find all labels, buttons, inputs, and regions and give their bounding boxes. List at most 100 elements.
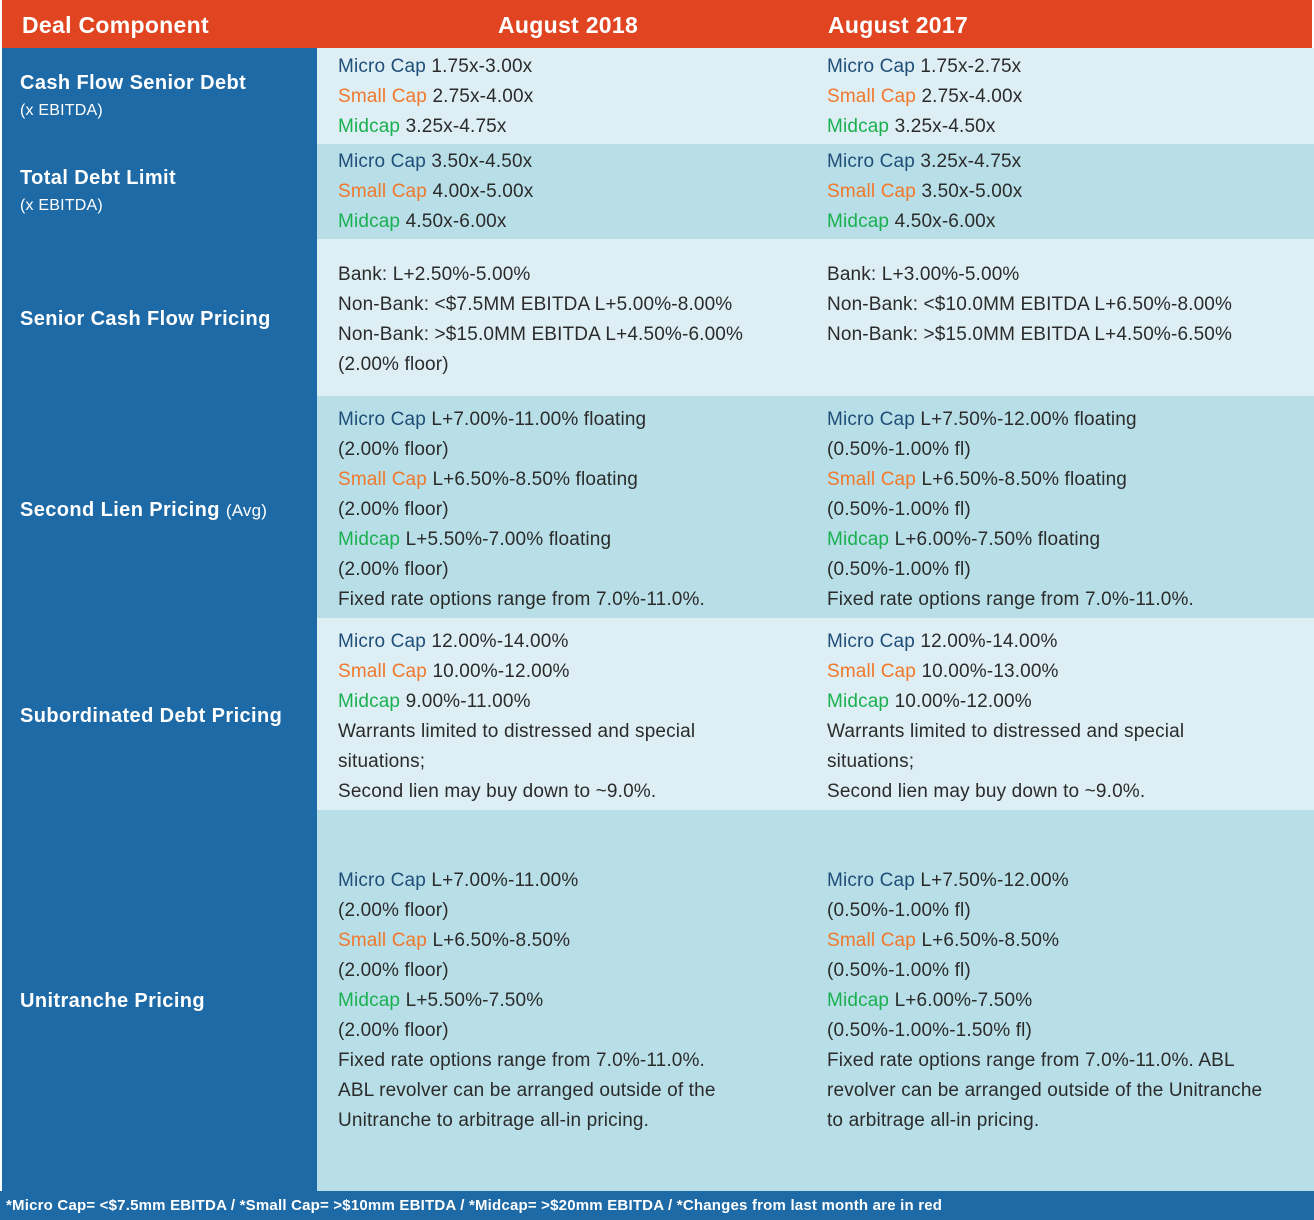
micro-cap-label: Micro Cap [827,151,915,172]
cell-total-debt-limit-2018: Micro Cap 3.50x-4.50x Small Cap 4.00x-5.… [338,147,533,237]
cell-senior-cash-flow-pricing-2017: Bank: L+3.00%-5.00% Non-Bank: <$10.0MM E… [827,260,1232,350]
fixed-rate-note: Fixed rate options range from 7.0%-11.0%… [827,1050,1235,1071]
warrants-note: Warrants limited to distressed and speci… [827,721,1185,742]
midcap-label: Midcap [338,990,401,1011]
abl-revolver-note: Unitranche to arbitrage all-in pricing. [338,1110,650,1131]
micro-cap-note: (2.00% floor) [338,439,449,460]
cell-cash-flow-senior-debt-2017: Micro Cap 1.75x-2.75x Small Cap 2.75x-4.… [827,52,1022,142]
micro-cap-label: Micro Cap [338,409,426,430]
row-bg-unitranche-pricing [317,810,1314,1191]
pricing-line: Non-Bank: >$15.0MM EBITDA L+4.50%-6.00% [338,324,744,345]
row-label-unitranche-pricing: Unitranche Pricing [20,987,310,1015]
row-title: Total Debt Limit [20,167,177,189]
midcap-value: 3.25x-4.50x [894,116,996,137]
micro-cap-value: L+7.00%-11.00% floating [431,409,647,430]
micro-cap-label: Micro Cap [338,631,426,652]
midcap-value: L+6.00%-7.50% floating [894,529,1101,550]
pricing-line: Non-Bank: >$15.0MM EBITDA L+4.50%-6.50% [827,324,1233,345]
abl-revolver-note: revolver can be arranged outside of the … [827,1080,1263,1101]
table-header: Deal Component August 2018 August 2017 [2,0,1312,48]
small-cap-note: (2.00% floor) [338,499,449,520]
small-cap-label: Small Cap [827,469,916,490]
pricing-line: Non-Bank: <$10.0MM EBITDA L+6.50%-8.00% [827,294,1233,315]
midcap-label: Midcap [338,691,401,712]
micro-cap-value: 12.00%-14.00% [920,631,1058,652]
row-label-cash-flow-senior-debt: Cash Flow Senior Debt (x EBITDA) [20,69,310,125]
midcap-label: Midcap [338,116,401,137]
small-cap-value: 10.00%-13.00% [921,661,1059,682]
small-cap-value: 2.75x-4.00x [921,86,1023,107]
pricing-line: (2.00% floor) [338,354,449,375]
micro-cap-value: L+7.00%-11.00% [431,870,579,891]
midcap-value: 3.25x-4.75x [405,116,507,137]
row-bg-second-lien-pricing [317,396,1314,618]
deal-component-column [2,48,317,1191]
row-bg-total-debt-limit [317,144,1314,239]
row-title: Senior Cash Flow Pricing [20,308,271,330]
micro-cap-label: Micro Cap [338,870,426,891]
midcap-label: Midcap [827,529,890,550]
micro-cap-label: Micro Cap [338,151,426,172]
midcap-value: L+5.50%-7.50% [405,990,544,1011]
cell-total-debt-limit-2017: Micro Cap 3.25x-4.75x Small Cap 3.50x-5.… [827,147,1022,237]
small-cap-value: L+6.50%-8.50% floating [432,469,639,490]
small-cap-note: (0.50%-1.00% fl) [827,499,971,520]
small-cap-value: 10.00%-12.00% [432,661,570,682]
micro-cap-value: L+7.50%-12.00% floating [920,409,1137,430]
small-cap-value: L+6.50%-8.50% [921,930,1060,951]
micro-cap-note: (0.50%-1.00% fl) [827,439,971,460]
midcap-label: Midcap [338,211,401,232]
micro-cap-label: Micro Cap [827,56,915,77]
small-cap-note: (0.50%-1.00% fl) [827,960,971,981]
micro-cap-note: (2.00% floor) [338,900,449,921]
micro-cap-label: Micro Cap [338,56,426,77]
small-cap-note: (2.00% floor) [338,960,449,981]
cell-subordinated-debt-pricing-2018: Micro Cap 12.00%-14.00% Small Cap 10.00%… [338,627,695,807]
small-cap-label: Small Cap [338,661,427,682]
midcap-label: Midcap [827,990,890,1011]
row-bg-senior-cash-flow-pricing [317,239,1314,396]
pricing-line: Bank: L+3.00%-5.00% [827,264,1020,285]
row-title-suffix: (Avg) [225,501,268,520]
midcap-value: 10.00%-12.00% [894,691,1032,712]
midcap-note: (0.50%-1.00%-1.50% fl) [827,1020,1033,1041]
midcap-note: (2.00% floor) [338,559,449,580]
small-cap-label: Small Cap [338,469,427,490]
micro-cap-label: Micro Cap [827,870,915,891]
fixed-rate-note: Fixed rate options range from 7.0%-11.0%… [338,1050,705,1071]
small-cap-label: Small Cap [338,930,427,951]
midcap-note: (2.00% floor) [338,1020,449,1041]
midcap-label: Midcap [827,691,890,712]
second-lien-note: Second lien may buy down to ~9.0%. [338,781,657,802]
midcap-label: Midcap [338,529,401,550]
micro-cap-label: Micro Cap [827,631,915,652]
row-bg-subordinated-debt-pricing [317,618,1314,810]
abl-revolver-note: to arbitrage all-in pricing. [827,1110,1040,1131]
header-deal-component: Deal Component [22,12,209,38]
row-subtitle: (x EBITDA) [20,102,103,119]
midcap-value: 4.50x-6.00x [894,211,996,232]
row-title: Second Lien Pricing [20,499,220,521]
second-lien-note: Second lien may buy down to ~9.0%. [827,781,1146,802]
micro-cap-value: 3.50x-4.50x [431,151,533,172]
cell-unitranche-pricing-2017: Micro Cap L+7.50%-12.00% (0.50%-1.00% fl… [827,866,1262,1136]
cell-unitranche-pricing-2018: Micro Cap L+7.00%-11.00% (2.00% floor) S… [338,866,716,1136]
small-cap-value: L+6.50%-8.50% [432,930,571,951]
small-cap-value: 4.00x-5.00x [432,181,534,202]
warrants-note: situations; [338,751,426,772]
small-cap-label: Small Cap [827,86,916,107]
midcap-note: (0.50%-1.00% fl) [827,559,971,580]
cell-senior-cash-flow-pricing-2018: Bank: L+2.50%-5.00% Non-Bank: <$7.5MM EB… [338,260,743,380]
fixed-rate-note: Fixed rate options range from 7.0%-11.0%… [338,589,705,610]
row-label-subordinated-debt-pricing: Subordinated Debt Pricing [20,702,310,730]
warrants-note: Warrants limited to distressed and speci… [338,721,696,742]
row-subtitle: (x EBITDA) [20,197,103,214]
row-label-total-debt-limit: Total Debt Limit (x EBITDA) [20,164,310,220]
micro-cap-value: 1.75x-2.75x [920,56,1022,77]
midcap-value: 4.50x-6.00x [405,211,507,232]
small-cap-label: Small Cap [338,86,427,107]
midcap-label: Midcap [827,116,890,137]
midcap-value: L+5.50%-7.00% floating [405,529,612,550]
micro-cap-value: 1.75x-3.00x [431,56,533,77]
small-cap-label: Small Cap [827,930,916,951]
